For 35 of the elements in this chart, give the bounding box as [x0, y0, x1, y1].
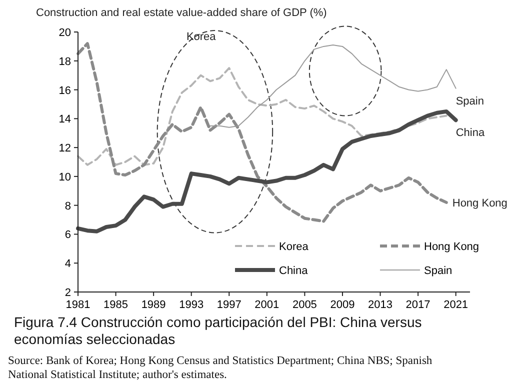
- legend-label: Hong Kong: [424, 241, 480, 253]
- text: China: [456, 127, 485, 140]
- y-axis-title: Construction and real estate value-added share of GDP (%): [36, 7, 327, 19]
- x-tick-label: 2021: [444, 299, 468, 311]
- text: Spain: [456, 95, 484, 108]
- y-tick-label: 10: [58, 171, 71, 184]
- text: Korea: [186, 31, 216, 44]
- y-tick-label: 14: [58, 114, 71, 126]
- y-tick-label: 4: [64, 258, 71, 270]
- line-series: [77, 67, 448, 166]
- line-series: [210, 44, 456, 128]
- legend-label: China: [279, 265, 309, 277]
- legend-label: Korea: [279, 241, 310, 253]
- source-note: Source: Bank of Korea; Hong Kong Census and Statistics Department; China NBS; Spanish National Statistical Institute; author's estimates.: [8, 355, 432, 381]
- x-tick-label: 1985: [104, 299, 128, 311]
- x-tick-label: 1993: [179, 299, 204, 311]
- legend-label: Spain: [424, 265, 452, 277]
- x-tick-label: 1981: [66, 299, 90, 311]
- text: Figura 7.4 Construcción como participación del PBI: China versus economías seleccionadas: [14, 314, 422, 347]
- y-tick-label: 16: [58, 84, 71, 97]
- text: Hong Kong: [452, 197, 508, 210]
- x-tick-label: 2009: [330, 299, 355, 311]
- y-tick-label: 18: [58, 56, 71, 68]
- y-tick-label: 8: [64, 200, 71, 212]
- line-series: [76, 42, 448, 223]
- x-tick-label: 2017: [406, 299, 430, 311]
- x-tick-label: 2013: [368, 299, 393, 311]
- x-tick-label: 2001: [254, 299, 280, 311]
- y-tick-label: 6: [64, 229, 71, 242]
- x-tick-label: 1997: [216, 299, 242, 311]
- y-tick-label: 2: [64, 287, 71, 299]
- x-tick-label: 1989: [141, 299, 166, 311]
- y-tick-label: 12: [58, 142, 71, 155]
- y-tick-label: 20: [58, 27, 71, 39]
- x-tick-label: 2005: [292, 299, 317, 311]
